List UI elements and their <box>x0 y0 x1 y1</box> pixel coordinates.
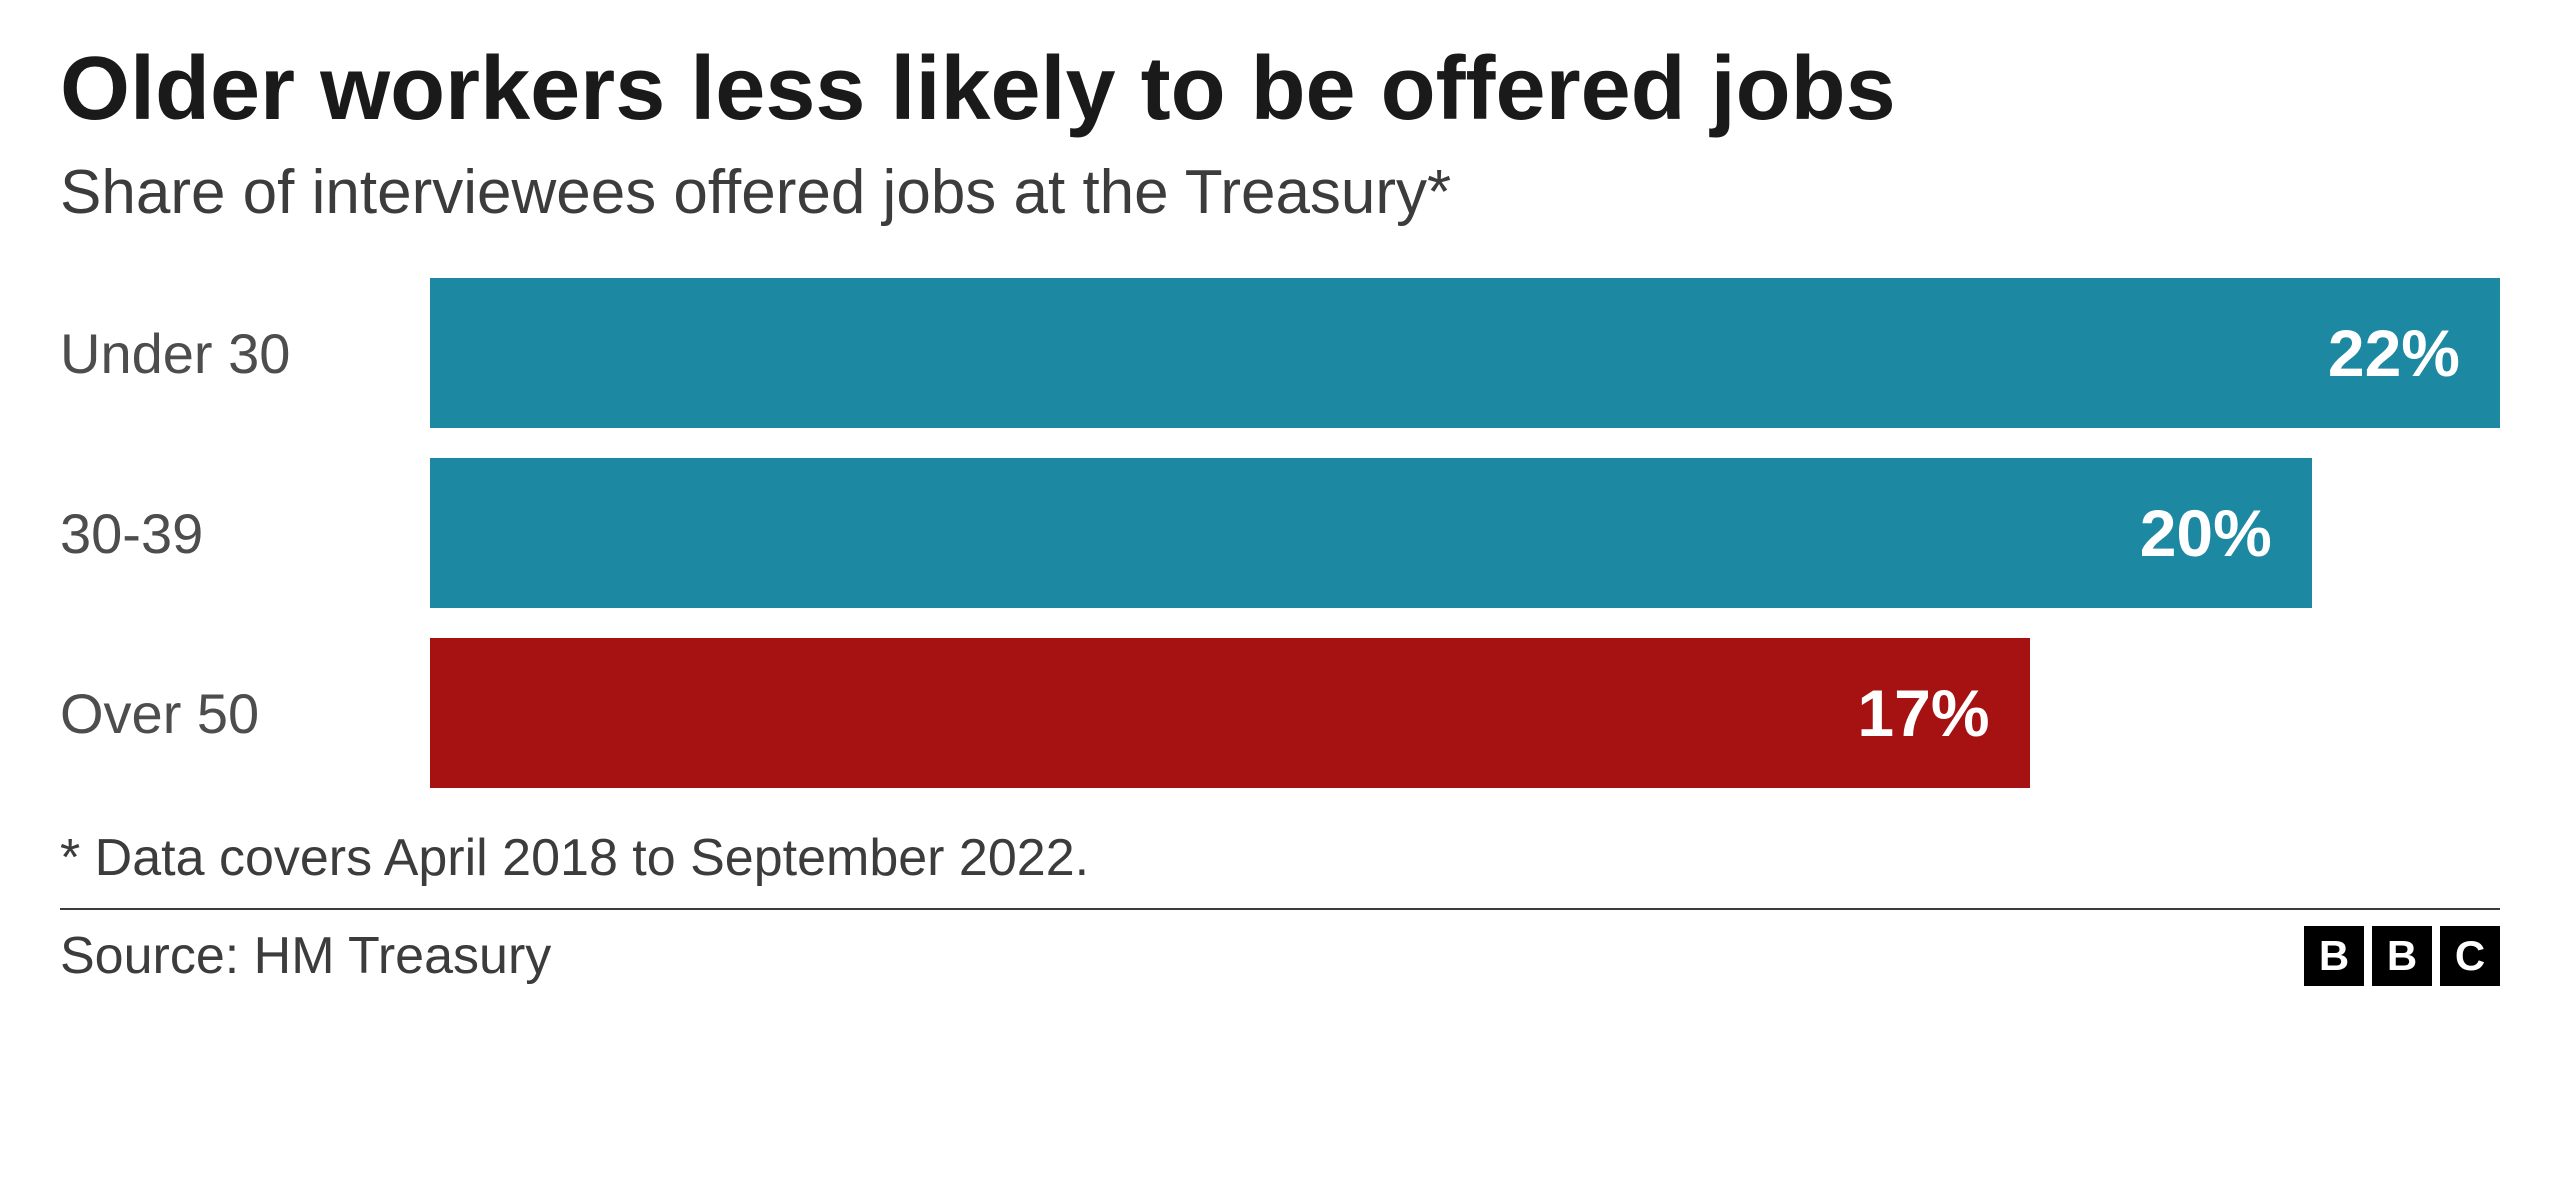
bar-row: 30-39 20% <box>60 458 2500 608</box>
bars-area: Under 30 22% 30-39 20% Over 50 17% <box>60 278 2500 788</box>
bbc-logo-block: B <box>2372 926 2432 986</box>
chart-subtitle: Share of interviewees offered jobs at th… <box>60 157 2500 228</box>
bar: 17% <box>430 638 2030 788</box>
bar-label: 30-39 <box>60 501 430 566</box>
bar-row: Over 50 17% <box>60 638 2500 788</box>
bar: 22% <box>430 278 2500 428</box>
chart-title: Older workers less likely to be offered … <box>60 40 2500 139</box>
bar-label: Under 30 <box>60 321 430 386</box>
bar-label: Over 50 <box>60 681 430 746</box>
bbc-logo-block: C <box>2440 926 2500 986</box>
bar-track: 22% <box>430 278 2500 428</box>
divider <box>60 908 2500 910</box>
bbc-logo: BBC <box>2304 926 2500 986</box>
bar-track: 20% <box>430 458 2500 608</box>
bar-track: 17% <box>430 638 2500 788</box>
chart-footnote: * Data covers April 2018 to September 20… <box>60 828 2500 888</box>
bar-row: Under 30 22% <box>60 278 2500 428</box>
bar: 20% <box>430 458 2312 608</box>
bar-value: 17% <box>1857 675 1989 751</box>
bar-value: 22% <box>2328 315 2460 391</box>
chart-container: Older workers less likely to be offered … <box>0 0 2560 1200</box>
chart-source: Source: HM Treasury <box>60 926 551 986</box>
bbc-logo-block: B <box>2304 926 2364 986</box>
bar-value: 20% <box>2140 495 2272 571</box>
footer-row: Source: HM Treasury BBC <box>60 926 2500 986</box>
